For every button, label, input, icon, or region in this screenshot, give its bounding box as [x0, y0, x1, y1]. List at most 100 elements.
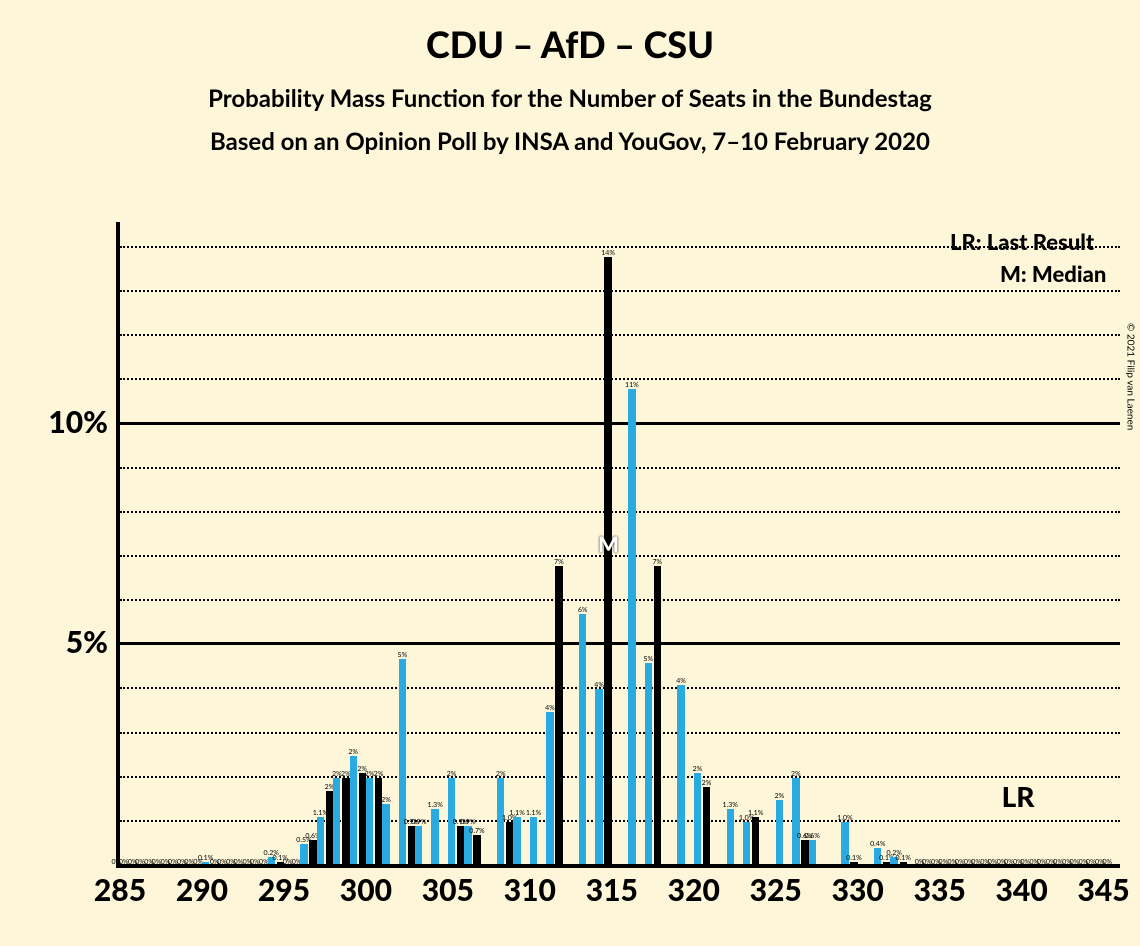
- chart-subtitle-1: Probability Mass Function for the Number…: [0, 84, 1140, 113]
- bar-series-a: 7%: [654, 566, 661, 866]
- bar-group: 1.0%1.1%: [506, 817, 521, 866]
- bar-value-label: 2%: [496, 770, 506, 778]
- x-axis-tick-label: 285: [94, 872, 146, 908]
- bar-series-b: 2%: [333, 778, 340, 866]
- bar-series-b: 2%: [366, 778, 373, 866]
- bar-series-a: 0.6%: [309, 840, 316, 866]
- x-axis-tick-label: 290: [176, 872, 228, 908]
- bar-value-label: 4%: [594, 681, 604, 689]
- bar-series-b: 1.3%: [727, 809, 734, 866]
- bar-group: 2%2%: [359, 773, 374, 866]
- bar-series-b: 2%: [776, 800, 783, 866]
- bar-value-label: 0.6%: [805, 832, 820, 840]
- bar-series-b: 2%: [350, 756, 357, 866]
- bar-value-label: 4%: [676, 677, 686, 685]
- bar-series-b: 5%: [645, 663, 652, 866]
- bar-series-a: 0.9%: [408, 826, 415, 866]
- bar-value-label: 0.4%: [870, 840, 885, 848]
- bar-group: 0.6%0.6%: [801, 840, 816, 866]
- chart-plot-area: 0%0%0%0%0%0%0%0%0%0%0%0.1%0%0%0%0%0%0%0%…: [120, 226, 1120, 866]
- bar-group: 0%0.5%: [293, 844, 308, 866]
- bar-value-label: 6%: [578, 606, 588, 614]
- bar-series-b: 1.0%: [743, 822, 750, 866]
- bar-series-a: 2%: [359, 773, 366, 866]
- lr-marker: LR: [1002, 779, 1035, 813]
- bar-series-b: 1.1%: [513, 817, 520, 866]
- bar-group: 2%2%: [342, 756, 357, 866]
- y-axis-tick-label: 10%: [48, 404, 108, 440]
- chart-subtitle-2: Based on an Opinion Poll by INSA and You…: [0, 127, 1140, 156]
- bar-value-label: 7%: [652, 558, 662, 566]
- bar-series-b: 5%: [399, 659, 406, 866]
- bar-series-a: 0.9%: [457, 826, 464, 866]
- bar-group: 0.9%0.9%: [408, 826, 423, 866]
- bar-group: 2%: [768, 800, 783, 866]
- bar-value-label: 14%: [601, 249, 615, 257]
- bar-group: 5%: [637, 663, 652, 866]
- y-axis-tick-label: 5%: [66, 624, 108, 660]
- bar-value-label: 0.1%: [895, 854, 910, 862]
- bar-value-label: 5%: [398, 651, 408, 659]
- x-axis-tick-label: 305: [422, 872, 474, 908]
- bar-series-b: 1.1%: [317, 817, 324, 866]
- bar-series-a: 1.1%: [752, 817, 759, 866]
- copyright-text: © 2021 Filip van Laenen: [1124, 323, 1136, 430]
- bar-group: 0.6%1.1%: [309, 817, 324, 866]
- legend-median: M: Median: [1000, 260, 1106, 287]
- bar-series-b: 4%: [677, 685, 684, 866]
- bar-series-a: 2%: [703, 787, 710, 866]
- bar-series-a: 0.6%: [801, 840, 808, 866]
- bar-series-a: 7%: [555, 566, 562, 866]
- bar-group: 1.1%: [522, 817, 537, 866]
- bar-group: 1.0%: [736, 822, 751, 866]
- bar-group: 2%2%: [326, 778, 341, 866]
- bar-series-b: 2%: [694, 773, 701, 866]
- x-axis-tick-label: 320: [668, 872, 720, 908]
- bar-group: 1.1%: [752, 817, 767, 866]
- bar-group: 2%: [703, 787, 718, 866]
- bar-group: 4%: [539, 712, 554, 866]
- x-axis-tick-label: 325: [750, 872, 802, 908]
- bar-value-label: 2%: [775, 792, 785, 800]
- x-axis-tick-label: 310: [504, 872, 556, 908]
- bar-value-label: 5%: [643, 655, 653, 663]
- bar-series-b: 2%: [792, 778, 799, 866]
- bar-value-label: 0.7%: [469, 827, 484, 835]
- x-axis-tick-label: 295: [258, 872, 310, 908]
- bar-group: 11%: [621, 389, 636, 866]
- x-axis-line: [116, 864, 1120, 868]
- bar-series-b: 0.9%: [415, 826, 422, 866]
- bar-value-label: 2%: [447, 770, 457, 778]
- x-axis-tick-label: 345: [1077, 872, 1129, 908]
- bar-group: 5%: [391, 659, 406, 866]
- bar-series-a: 1.0%: [506, 822, 513, 866]
- bar-series-b: 0.6%: [809, 840, 816, 866]
- bar-series-b: 4%: [546, 712, 553, 866]
- bar-value-label: 1.1%: [509, 809, 524, 817]
- bar-group: 0.7%: [473, 835, 488, 866]
- bar-value-label: 2%: [374, 770, 384, 778]
- bar-group: 1.3%: [424, 809, 439, 866]
- bar-group: 4%: [588, 689, 603, 866]
- bar-group: 14%: [604, 257, 619, 866]
- bar-series-a: 2%: [342, 778, 349, 866]
- bar-series-b: 6%: [579, 614, 586, 866]
- bar-series-b: 11%: [628, 389, 635, 866]
- bar-series-b: 2%: [382, 804, 389, 866]
- bar-value-label: 2%: [693, 765, 703, 773]
- legend-last-result: LR: Last Result: [950, 228, 1094, 255]
- x-axis-tick-label: 300: [340, 872, 392, 908]
- chart-title: CDU – AfD – CSU: [0, 22, 1140, 66]
- bar-series-a: 14%: [604, 257, 611, 866]
- bar-group: 7%: [654, 566, 669, 866]
- bars-container: 0%0%0%0%0%0%0%0%0%0%0%0.1%0%0%0%0%0%0%0%…: [120, 226, 1120, 866]
- bar-series-b: 4%: [595, 689, 602, 866]
- bar-value-label: 2%: [348, 748, 358, 756]
- bar-value-label: 7%: [554, 558, 564, 566]
- median-marker: M: [598, 531, 619, 558]
- bar-group: 4%: [670, 685, 685, 866]
- bar-value-label: 1.3%: [723, 801, 738, 809]
- bar-group: 2%: [785, 778, 800, 866]
- bar-group: 2%2%: [375, 778, 390, 866]
- bar-series-a: 0.7%: [473, 835, 480, 866]
